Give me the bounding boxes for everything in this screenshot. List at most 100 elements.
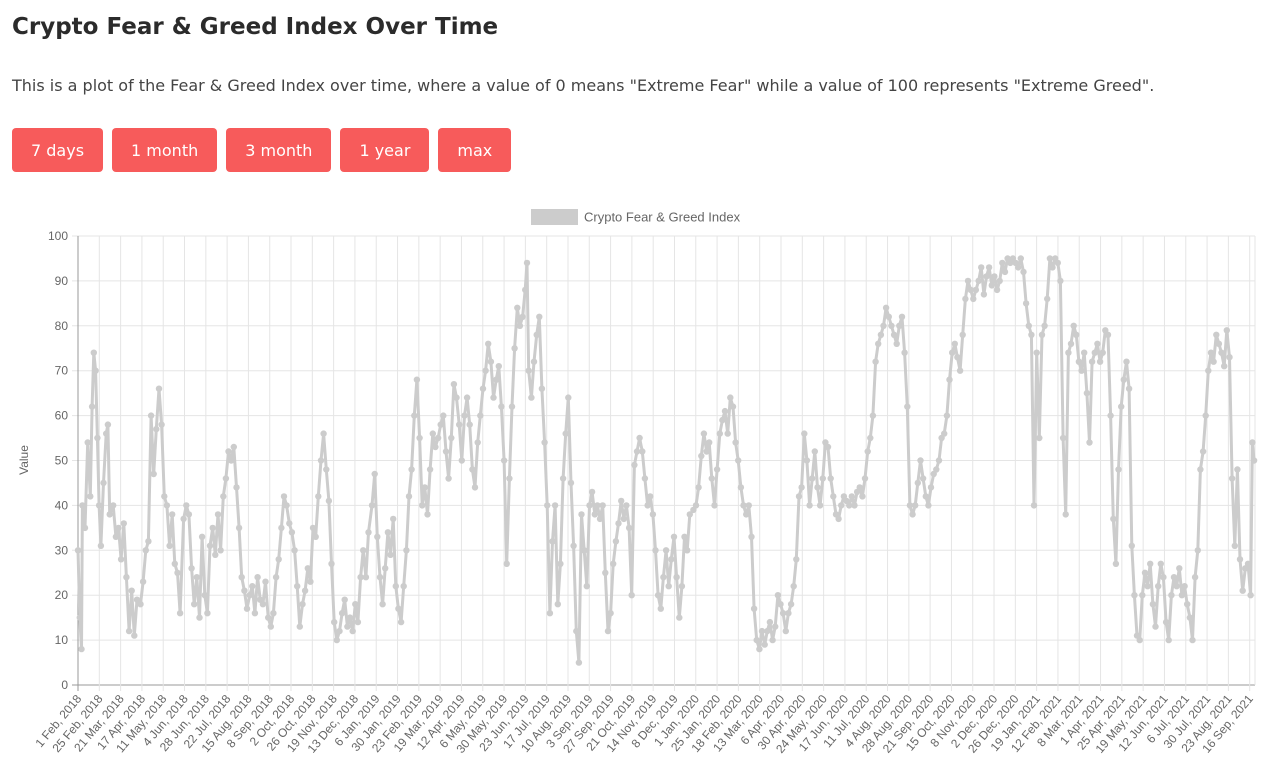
data-point[interactable] (437, 421, 444, 428)
data-point[interactable] (1170, 574, 1178, 581)
data-point[interactable] (774, 592, 782, 599)
data-point[interactable] (153, 425, 160, 433)
data-point[interactable] (458, 457, 465, 464)
data-point[interactable] (975, 277, 982, 285)
data-point[interactable] (1017, 255, 1024, 262)
data-point[interactable] (623, 502, 630, 509)
data-point[interactable] (198, 533, 206, 540)
data-point[interactable] (735, 457, 742, 464)
data-point[interactable] (411, 412, 418, 419)
data-point[interactable] (1075, 358, 1083, 365)
data-point[interactable] (88, 403, 96, 410)
data-point[interactable] (477, 412, 484, 419)
data-point[interactable] (967, 286, 974, 294)
data-point[interactable] (695, 484, 702, 491)
data-point[interactable] (625, 524, 633, 532)
data-point[interactable] (1155, 583, 1162, 590)
data-point[interactable] (1025, 322, 1033, 329)
data-point[interactable] (919, 475, 927, 482)
data-point[interactable] (684, 547, 691, 554)
data-point[interactable] (988, 282, 995, 289)
data-point[interactable] (463, 394, 471, 401)
data-point[interactable] (856, 484, 863, 491)
data-point[interactable] (81, 524, 89, 532)
data-point[interactable] (917, 457, 924, 464)
data-point[interactable] (618, 497, 625, 505)
data-point[interactable] (94, 434, 101, 442)
data-point[interactable] (649, 511, 657, 518)
data-point[interactable] (1081, 349, 1088, 356)
data-point[interactable] (700, 430, 708, 437)
data-point[interactable] (692, 502, 700, 509)
data-point[interactable] (941, 430, 948, 437)
data-point[interactable] (657, 605, 664, 612)
data-point[interactable] (1249, 439, 1256, 446)
data-point[interactable] (1015, 264, 1022, 271)
data-point[interactable] (145, 538, 152, 545)
data-point[interactable] (660, 574, 667, 581)
data-point[interactable] (331, 618, 338, 626)
data-point[interactable] (570, 542, 577, 549)
data-point[interactable] (206, 542, 214, 549)
data-point[interactable] (599, 502, 606, 509)
data-point[interactable] (1186, 614, 1194, 621)
data-point[interactable] (578, 511, 585, 518)
data-point[interactable] (1128, 542, 1136, 549)
data-point[interactable] (769, 636, 776, 644)
data-point[interactable] (551, 502, 559, 509)
data-point[interactable] (743, 511, 750, 518)
data-point[interactable] (392, 583, 399, 590)
data-point[interactable] (999, 259, 1006, 267)
data-point[interactable] (453, 394, 460, 401)
data-point[interactable] (1221, 363, 1228, 370)
data-point[interactable] (100, 479, 107, 487)
data-point[interactable] (246, 592, 253, 599)
data-point[interactable] (1120, 376, 1128, 383)
data-point[interactable] (344, 623, 351, 630)
data-point[interactable] (713, 466, 721, 473)
data-point[interactable] (325, 497, 333, 505)
data-point[interactable] (1083, 389, 1091, 397)
data-point[interactable] (416, 434, 423, 442)
data-point[interactable] (1165, 636, 1172, 644)
data-point[interactable] (191, 601, 198, 608)
data-point[interactable] (228, 457, 235, 464)
data-point[interactable] (523, 259, 531, 267)
data-point[interactable] (405, 493, 413, 500)
data-point[interactable] (787, 601, 795, 608)
data-point[interactable] (740, 502, 747, 509)
data-point[interactable] (262, 578, 269, 585)
data-point[interactable] (272, 574, 280, 581)
data-point[interactable] (830, 493, 837, 500)
data-point[interactable] (400, 583, 407, 590)
data-point[interactable] (896, 322, 903, 329)
data-point[interactable] (1070, 322, 1077, 329)
data-point[interactable] (565, 394, 572, 401)
data-point[interactable] (95, 502, 103, 509)
data-point[interactable] (665, 583, 672, 590)
data-point[interactable] (745, 502, 752, 509)
data-point[interactable] (533, 331, 540, 338)
data-point[interactable] (147, 412, 155, 419)
data-point[interactable] (485, 340, 492, 347)
data-point[interactable] (1036, 434, 1043, 442)
data-point[interactable] (506, 475, 513, 482)
data-point[interactable] (654, 592, 662, 599)
data-point[interactable] (1178, 592, 1186, 599)
data-point[interactable] (1218, 349, 1225, 356)
data-point[interactable] (251, 610, 259, 617)
data-point[interactable] (1041, 322, 1048, 329)
data-point[interactable] (1236, 556, 1244, 563)
data-point[interactable] (604, 627, 612, 635)
data-point[interactable] (390, 515, 397, 523)
data-point[interactable] (972, 286, 980, 294)
data-point[interactable] (612, 538, 620, 545)
data-point[interactable] (362, 574, 370, 581)
data-point[interactable] (336, 627, 343, 635)
data-point[interactable] (983, 273, 990, 280)
data-point[interactable] (413, 376, 421, 383)
data-point[interactable] (432, 443, 439, 451)
data-point[interactable] (711, 502, 718, 509)
data-point[interactable] (1157, 560, 1165, 567)
data-point[interactable] (1162, 618, 1170, 626)
